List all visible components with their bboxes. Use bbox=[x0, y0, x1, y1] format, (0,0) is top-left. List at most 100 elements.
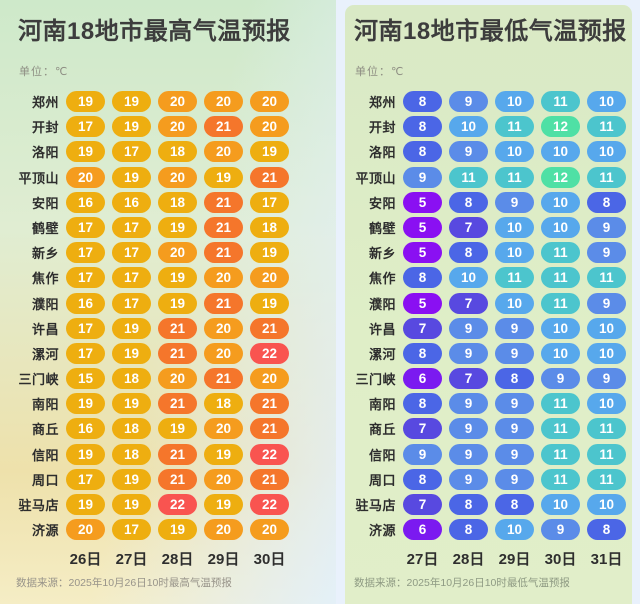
temp-pill: 19 bbox=[158, 519, 197, 541]
temp-pill: 18 bbox=[112, 418, 151, 440]
temp-pill: 11 bbox=[587, 468, 626, 490]
temp-pill: 10 bbox=[587, 342, 626, 364]
city-row: 驻马店 19 19 22 19 22 bbox=[2, 494, 296, 515]
temp-pill: 19 bbox=[112, 166, 151, 188]
temp-pill: 19 bbox=[112, 317, 151, 339]
city-label: 南阳 bbox=[31, 397, 59, 413]
temp-pill: 20 bbox=[204, 317, 243, 339]
city-label: 鹤壁 bbox=[368, 220, 396, 236]
temp-pill: 9 bbox=[495, 418, 534, 440]
temp-pill: 9 bbox=[587, 292, 626, 314]
temp-pill: 10 bbox=[495, 141, 534, 163]
temp-pill: 19 bbox=[204, 494, 243, 515]
city-row: 驻马店 7 8 8 10 10 bbox=[346, 494, 633, 515]
city-row: 濮阳 16 17 19 21 19 bbox=[2, 292, 296, 314]
temp-pill: 17 bbox=[112, 292, 151, 314]
low-temp-date-axis: 27日 28日 29日 30日 31日 bbox=[403, 548, 633, 569]
temp-pill: 16 bbox=[112, 191, 151, 213]
temp-pill: 10 bbox=[541, 342, 580, 364]
temp-pill: 18 bbox=[112, 443, 151, 465]
temp-pill: 9 bbox=[495, 393, 534, 415]
temp-pill: 9 bbox=[449, 141, 488, 163]
temp-pill: 8 bbox=[403, 141, 442, 163]
city-row: 平顶山 9 11 11 12 11 bbox=[346, 166, 633, 188]
city-row: 安阳 16 16 18 21 17 bbox=[2, 191, 296, 213]
temp-pill: 21 bbox=[204, 216, 243, 238]
city-row: 平顶山 20 19 20 19 21 bbox=[2, 166, 296, 188]
temp-pill: 11 bbox=[541, 393, 580, 415]
temp-pill: 21 bbox=[158, 317, 197, 339]
temp-pill: 11 bbox=[541, 443, 580, 465]
temp-pill: 9 bbox=[495, 342, 534, 364]
high-temp-panel: 河南18地市最高气温预报 单位：℃ 郑州 19 19 20 20 20 开封 17 19 20 21… bbox=[0, 0, 336, 604]
temp-pill: 8 bbox=[403, 91, 442, 112]
temp-pill: 21 bbox=[204, 116, 243, 138]
city-label: 南阳 bbox=[368, 397, 396, 413]
temp-pill: 10 bbox=[449, 116, 488, 138]
city-row: 三门峡 6 7 8 9 9 bbox=[346, 368, 633, 390]
temp-pill: 21 bbox=[204, 292, 243, 314]
city-label: 漯河 bbox=[368, 346, 396, 362]
temp-pill: 21 bbox=[158, 393, 197, 415]
temp-pill: 18 bbox=[204, 393, 243, 415]
temp-pill: 11 bbox=[449, 166, 488, 188]
temp-pill: 18 bbox=[112, 368, 151, 390]
city-label: 开封 bbox=[31, 120, 59, 136]
city-label: 济源 bbox=[31, 523, 59, 539]
temp-pill: 18 bbox=[158, 141, 197, 163]
city-row: 开封 17 19 20 21 20 bbox=[2, 116, 296, 138]
low-temp-table: 郑州 8 9 10 11 10 开封 8 10 11 12 11 洛阳 8 9 10 10 10 平顶山 9 11 11 1… bbox=[346, 91, 633, 544]
city-row: 濮阳 5 7 10 11 9 bbox=[346, 292, 633, 314]
temp-pill: 7 bbox=[449, 368, 488, 390]
temp-pill: 17 bbox=[66, 216, 105, 238]
temp-pill: 10 bbox=[495, 216, 534, 238]
city-label: 许昌 bbox=[31, 321, 59, 337]
temp-pill: 7 bbox=[449, 292, 488, 314]
city-label: 安阳 bbox=[31, 195, 59, 211]
temp-pill: 8 bbox=[587, 191, 626, 213]
temp-pill: 17 bbox=[66, 342, 105, 364]
temp-pill: 16 bbox=[66, 191, 105, 213]
temp-pill: 10 bbox=[495, 292, 534, 314]
city-row: 开封 8 10 11 12 11 bbox=[346, 116, 633, 138]
city-row: 鹤壁 17 17 19 21 18 bbox=[2, 216, 296, 238]
temp-pill: 11 bbox=[541, 267, 580, 289]
temp-pill: 22 bbox=[250, 443, 289, 465]
low-temp-panel: 河南18地市最低气温预报 单位：℃ 郑州 8 9 10 11 10 开封 8 10 11 12 11 洛… bbox=[345, 5, 632, 604]
low-temp-title: 河南18地市最低气温预报 bbox=[354, 18, 627, 45]
city-label: 三门峡 bbox=[355, 372, 396, 388]
temp-pill: 10 bbox=[587, 91, 626, 112]
temp-pill: 20 bbox=[204, 267, 243, 289]
city-label: 焦作 bbox=[368, 271, 396, 287]
date-label: 29日 bbox=[498, 551, 531, 568]
temp-pill: 9 bbox=[587, 216, 626, 238]
temp-pill: 21 bbox=[158, 342, 197, 364]
temp-pill: 7 bbox=[403, 317, 442, 339]
date-label: 27日 bbox=[406, 551, 439, 568]
temp-pill: 17 bbox=[112, 242, 151, 264]
temp-pill: 20 bbox=[250, 91, 289, 112]
city-label: 周口 bbox=[368, 472, 396, 488]
high-temp-title: 河南18地市最高气温预报 bbox=[18, 18, 291, 45]
temp-pill: 12 bbox=[541, 166, 580, 188]
temp-pill: 20 bbox=[204, 519, 243, 541]
temp-pill: 18 bbox=[158, 191, 197, 213]
temp-pill: 7 bbox=[403, 418, 442, 440]
temp-pill: 19 bbox=[112, 494, 151, 515]
temp-pill: 5 bbox=[403, 242, 442, 264]
city-row: 许昌 17 19 21 20 21 bbox=[2, 317, 296, 339]
temp-pill: 20 bbox=[204, 342, 243, 364]
temp-pill: 19 bbox=[158, 216, 197, 238]
temp-pill: 9 bbox=[403, 166, 442, 188]
city-label: 济源 bbox=[368, 523, 396, 539]
temp-pill: 11 bbox=[587, 267, 626, 289]
temp-pill: 11 bbox=[495, 267, 534, 289]
temp-pill: 11 bbox=[541, 242, 580, 264]
city-row: 商丘 16 18 19 20 21 bbox=[2, 418, 296, 440]
temp-pill: 10 bbox=[541, 216, 580, 238]
temp-pill: 19 bbox=[112, 468, 151, 490]
temp-pill: 7 bbox=[449, 216, 488, 238]
temp-pill: 10 bbox=[495, 242, 534, 264]
city-row: 信阳 19 18 21 19 22 bbox=[2, 443, 296, 465]
